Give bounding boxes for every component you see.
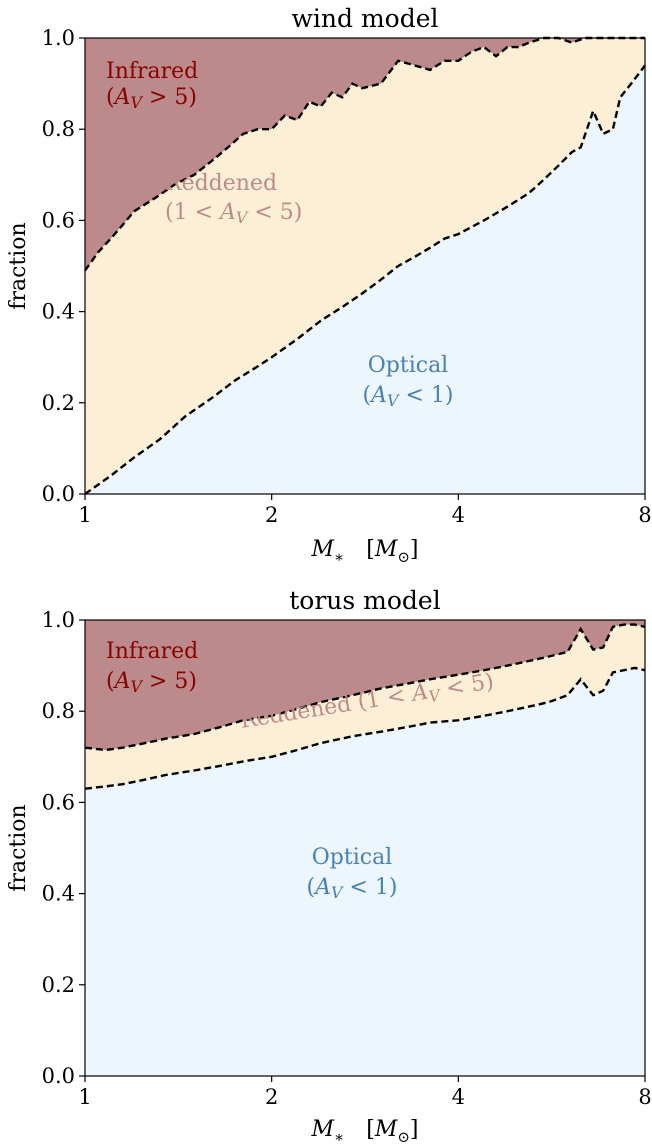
y-tick-label: 0.2 [42,973,75,997]
x-tick-label: 2 [265,503,278,527]
y-tick-label: 0.0 [42,482,75,506]
y-tick-label: 0.6 [42,208,75,232]
infrared-label-condition: (AV > 5) [106,669,197,696]
y-tick-label: 1.0 [42,608,75,632]
optical-region [85,667,645,1076]
y-tick-label: 0.6 [42,790,75,814]
y-tick-label: 0.0 [42,1064,75,1088]
y-tick-label: 0.4 [42,882,75,906]
y-tick-label: 1.0 [42,26,75,50]
chart-title: wind model [292,4,439,33]
x-tick-label: 4 [452,1085,465,1109]
infrared-label-condition: (AV > 5) [106,85,197,112]
infrared-label: Infrared [106,59,198,84]
x-axis-label: M∗ [M⊙] [310,1117,418,1142]
y-tick-label: 0.8 [42,699,75,723]
x-tick-label: 2 [265,1085,278,1109]
optical-region [85,65,645,495]
reddened-boundary-line [84,623,646,752]
y-axis-label: fraction [6,804,31,891]
optical-boundary-line [84,64,646,495]
y-axis-label: fraction [6,222,31,309]
x-axis-label: M∗ [M⊙] [310,537,418,566]
panel-torus: 0.0 0.2 0.4 0.6 0.8 1.0 1 2 4 8 torus model M∗ [M⊙]… [6,586,652,1146]
reddened-label: Reddened [165,171,277,196]
x-tick-label: 1 [78,1085,91,1109]
optical-label-condition: (AV < 1) [307,875,398,902]
y-tick-label: 0.4 [42,300,75,324]
optical-label: Optical [368,353,448,378]
x-tick-label: 1 [78,503,91,527]
y-tick-label: 0.8 [42,117,75,141]
plot-frame [84,619,646,1077]
y-tick-label: 0.2 [42,391,75,415]
panel-wind: 0.0 0.2 0.4 0.6 0.8 1.0 1 2 4 8 wind model M∗ [M⊙] f… [6,4,652,566]
x-tick-label: 4 [452,503,465,527]
plot-frame [84,37,646,495]
chart-title: torus model [289,586,440,615]
x-tick-label: 8 [638,1085,651,1109]
infrared-label: Infrared [106,639,198,664]
optical-label: Optical [312,845,392,870]
optical-label-condition: (AV < 1) [363,383,454,410]
x-tick-label: 8 [638,503,651,527]
reddened-label-condition: (1 < AV < 5) [165,200,302,227]
